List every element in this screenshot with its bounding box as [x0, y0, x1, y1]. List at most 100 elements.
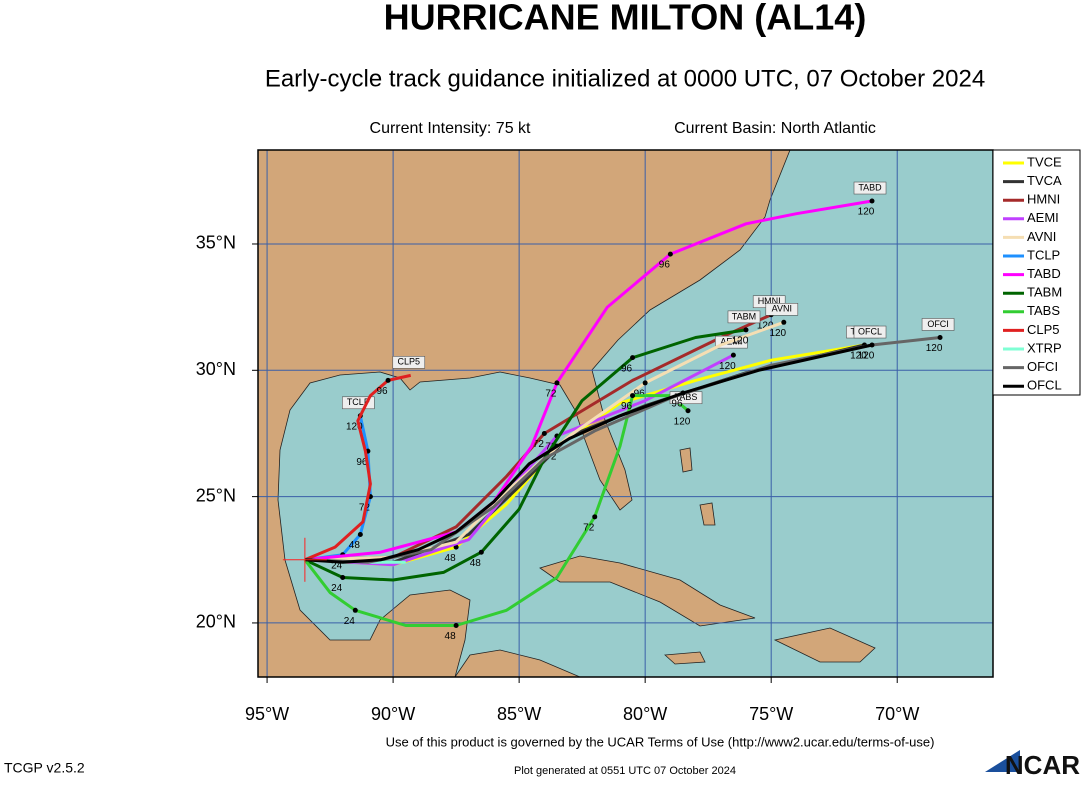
map-area: 4872120TVCA72120HMNI72120AEMI96120AVNI24… [258, 150, 993, 677]
track-tag: TABD [858, 182, 882, 192]
track-point [667, 251, 673, 257]
cuba [539, 555, 756, 627]
hour-label: 120 [850, 351, 867, 362]
central-america [454, 649, 581, 677]
logo-mark [985, 750, 1020, 772]
track-point [453, 544, 459, 550]
subtitle: Early-cycle track guidance initialized a… [265, 65, 985, 92]
track-tag: OFCI [927, 319, 949, 329]
hour-label: 96 [621, 401, 633, 412]
hour-label: 120 [346, 421, 363, 432]
track-point [869, 342, 875, 348]
legend-label: TABS [1027, 303, 1060, 318]
x-tick-label: 90°W [371, 704, 415, 724]
hour-label: 48 [349, 540, 361, 551]
logo: NCAR [1005, 750, 1080, 780]
x-tick-label: 85°W [497, 704, 541, 724]
track-point [352, 607, 358, 613]
hispaniola [773, 627, 876, 663]
track-tag: TABS [675, 392, 698, 402]
track-tag: AVNI [772, 304, 792, 314]
hour-label: 120 [926, 343, 943, 354]
hour-label: 96 [621, 363, 633, 374]
track-tag: TABM [732, 311, 756, 321]
y-tick-label: 25°N [196, 485, 236, 505]
track-point [592, 514, 598, 520]
title: HURRICANE MILTON (AL14) [384, 0, 867, 38]
hour-label: 120 [732, 336, 749, 347]
track-tag: OFCL [858, 326, 882, 336]
track-point [680, 390, 686, 396]
track-point [453, 622, 459, 628]
track-point [642, 380, 648, 386]
legend-label: AEMI [1027, 210, 1059, 225]
track-tag-box [853, 325, 887, 339]
hour-label: 72 [533, 439, 545, 450]
legend-label: CLP5 [1027, 322, 1060, 337]
hour-label: 72 [545, 389, 557, 400]
track-tag-box [392, 356, 426, 369]
y-tick-label: 35°N [196, 233, 236, 253]
track-point [385, 377, 391, 383]
generated: Plot generated at 0551 UTC 07 October 20… [514, 765, 736, 777]
track-point [937, 334, 943, 340]
legend-label: TVCA [1027, 173, 1062, 188]
version: TCGP v2.5.2 [4, 760, 85, 776]
intensity: Current Intensity: 75 kt [370, 120, 532, 137]
hour-label: 48 [445, 553, 457, 564]
x-tick-label: 95°W [245, 704, 289, 724]
bahamas [679, 447, 693, 473]
hour-label: 96 [376, 386, 388, 397]
track-point [743, 327, 749, 333]
hour-label: 48 [445, 631, 457, 642]
track-tag-box [921, 318, 955, 331]
hour-label: 120 [757, 320, 774, 331]
jamaica [664, 651, 706, 665]
basin: Current Basin: North Atlantic [674, 120, 876, 137]
x-tick-label: 80°W [623, 704, 667, 724]
legend-label: XTRP [1027, 340, 1062, 355]
north-america [258, 150, 791, 677]
map-frame [257, 149, 994, 678]
hour-label: 96 [634, 389, 646, 400]
hour-label: 72 [583, 522, 595, 533]
track-point [554, 380, 560, 386]
track-point [630, 393, 636, 399]
hour-label: 96 [671, 399, 683, 410]
track-tag: TCLP [347, 397, 370, 407]
legend-label: TVCE [1027, 154, 1062, 169]
track-point [630, 355, 636, 361]
hour-label: 48 [470, 558, 482, 569]
track-point [869, 198, 875, 204]
track-point [478, 549, 484, 555]
legend-label: TABM [1027, 285, 1062, 300]
track [304, 343, 873, 564]
track-point [357, 532, 363, 538]
x-tick-label: 75°W [749, 704, 793, 724]
track-tag-box [727, 310, 761, 324]
x-tick-label: 70°W [875, 704, 919, 724]
track-tag-box [765, 302, 799, 316]
track-tag: HMNI [758, 296, 781, 306]
legend-box [992, 149, 1081, 396]
overlay: 4872120TVCA72120HMNI72120AEMI96120AVNI24… [258, 150, 993, 677]
y-tick-label: 30°N [196, 359, 236, 379]
hour-label: 120 [858, 207, 875, 218]
track-point [730, 352, 736, 358]
hour-label: 120 [858, 351, 875, 362]
hour-label: 24 [331, 583, 343, 594]
legend-label: TCLP [1027, 247, 1060, 262]
track-point [685, 408, 691, 414]
track-point [541, 430, 547, 436]
hour-label: 24 [344, 616, 356, 627]
track [304, 373, 412, 562]
hour-label: 120 [769, 328, 786, 339]
track-point [781, 319, 787, 325]
legend-label: OFCL [1027, 378, 1062, 393]
legend-label: HMNI [1027, 192, 1060, 207]
track-point [340, 574, 346, 580]
hour-label: 120 [719, 361, 736, 372]
bahamas [699, 502, 716, 526]
y-tick-label: 20°N [196, 612, 236, 632]
